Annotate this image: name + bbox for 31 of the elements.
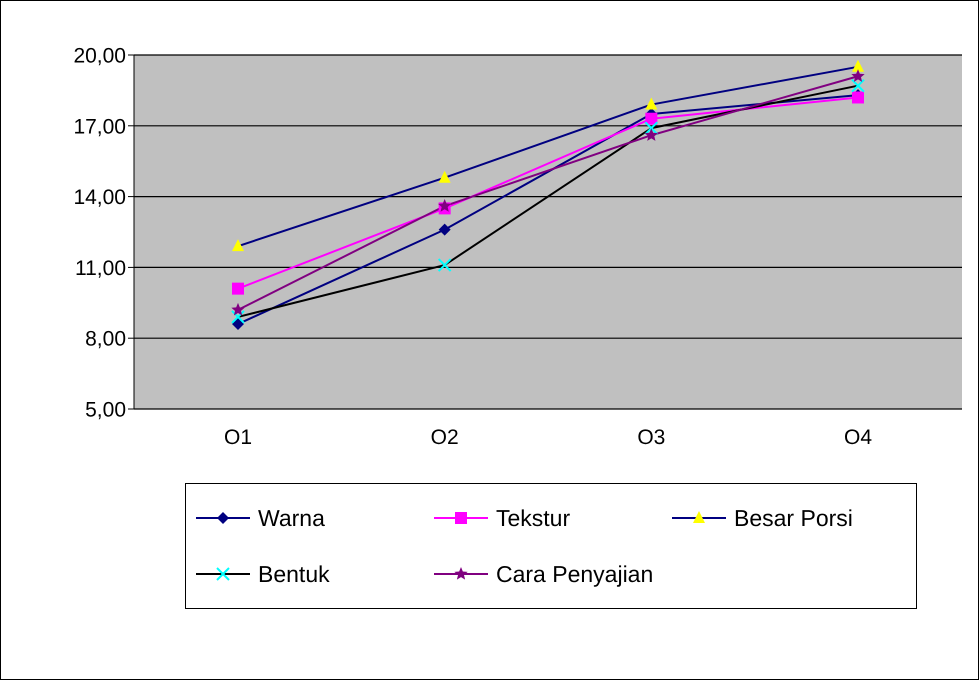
legend-label: Bentuk	[258, 560, 330, 588]
point	[231, 302, 245, 316]
legend-label: Cara Penyajian	[496, 560, 654, 588]
point	[231, 310, 245, 324]
point	[232, 318, 244, 330]
y-tick-label: 8,00	[85, 328, 126, 351]
y-tick-label: 17,00	[73, 115, 126, 138]
point	[851, 78, 865, 93]
x-tick-label: O1	[224, 426, 252, 449]
point	[232, 282, 244, 295]
point	[644, 128, 658, 141]
legend-label: Besar Porsi	[734, 504, 853, 532]
x-tick-label: O2	[430, 426, 459, 449]
point	[438, 170, 451, 183]
legend-label: Warna	[258, 504, 325, 532]
point	[438, 199, 452, 212]
point	[644, 121, 658, 136]
y-tick-label: 20,00	[73, 44, 126, 68]
x-tick-label: O3	[637, 426, 666, 449]
point	[438, 258, 452, 272]
point	[852, 60, 864, 72]
point	[645, 112, 658, 125]
legend-label: Tekstur	[496, 504, 570, 532]
y-tick-label: 5,00	[85, 398, 126, 422]
y-tick-label: 11,00	[75, 256, 126, 280]
point	[232, 239, 244, 252]
y-tick-label: 14,00	[73, 186, 126, 210]
point	[438, 224, 451, 236]
point	[645, 98, 658, 110]
point	[851, 69, 865, 82]
x-tick-label: O4	[844, 426, 872, 449]
